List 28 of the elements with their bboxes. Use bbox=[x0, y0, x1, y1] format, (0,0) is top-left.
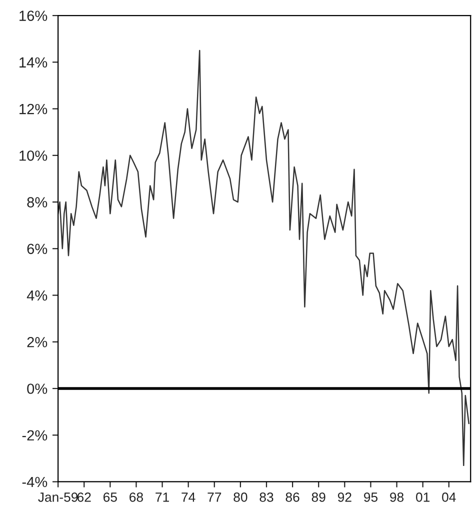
x-tick-label: 71 bbox=[156, 492, 169, 502]
x-tick-label: 92 bbox=[338, 492, 352, 502]
y-tick-label: 8% bbox=[27, 197, 48, 208]
x-tick-label: Jan-59 bbox=[38, 492, 78, 502]
x-tick-label: 65 bbox=[103, 492, 117, 502]
x-tick-label: 01 bbox=[416, 492, 430, 502]
y-tick-label: 12% bbox=[20, 104, 48, 114]
x-tick-label: 74 bbox=[182, 492, 196, 502]
y-tick-label: 16% bbox=[20, 10, 48, 21]
y-tick-label: 0% bbox=[27, 384, 48, 394]
line-series bbox=[58, 50, 470, 466]
x-tick-label: 68 bbox=[130, 492, 143, 502]
y-tick-label: 2% bbox=[27, 336, 48, 348]
x-tick-label: 86 bbox=[286, 492, 300, 502]
x-tick-label: 04 bbox=[442, 492, 456, 502]
y-tick-label: 6% bbox=[27, 244, 48, 254]
y-tick-label: -4% bbox=[22, 476, 48, 488]
x-tick-label: 62 bbox=[77, 492, 91, 502]
y-tick-label: -2% bbox=[22, 430, 48, 440]
y-tick-label: 10% bbox=[20, 150, 48, 161]
x-tick-label: 98 bbox=[390, 492, 404, 502]
x-tick-label: 80 bbox=[234, 492, 248, 502]
x-tick-label: 83 bbox=[260, 492, 274, 502]
x-tick-label: 89 bbox=[312, 492, 326, 502]
x-tick-label: 77 bbox=[208, 492, 222, 502]
y-tick-label: 14% bbox=[20, 57, 48, 68]
x-tick-label: 95 bbox=[364, 492, 378, 502]
y-tick-label: 4% bbox=[26, 290, 48, 301]
